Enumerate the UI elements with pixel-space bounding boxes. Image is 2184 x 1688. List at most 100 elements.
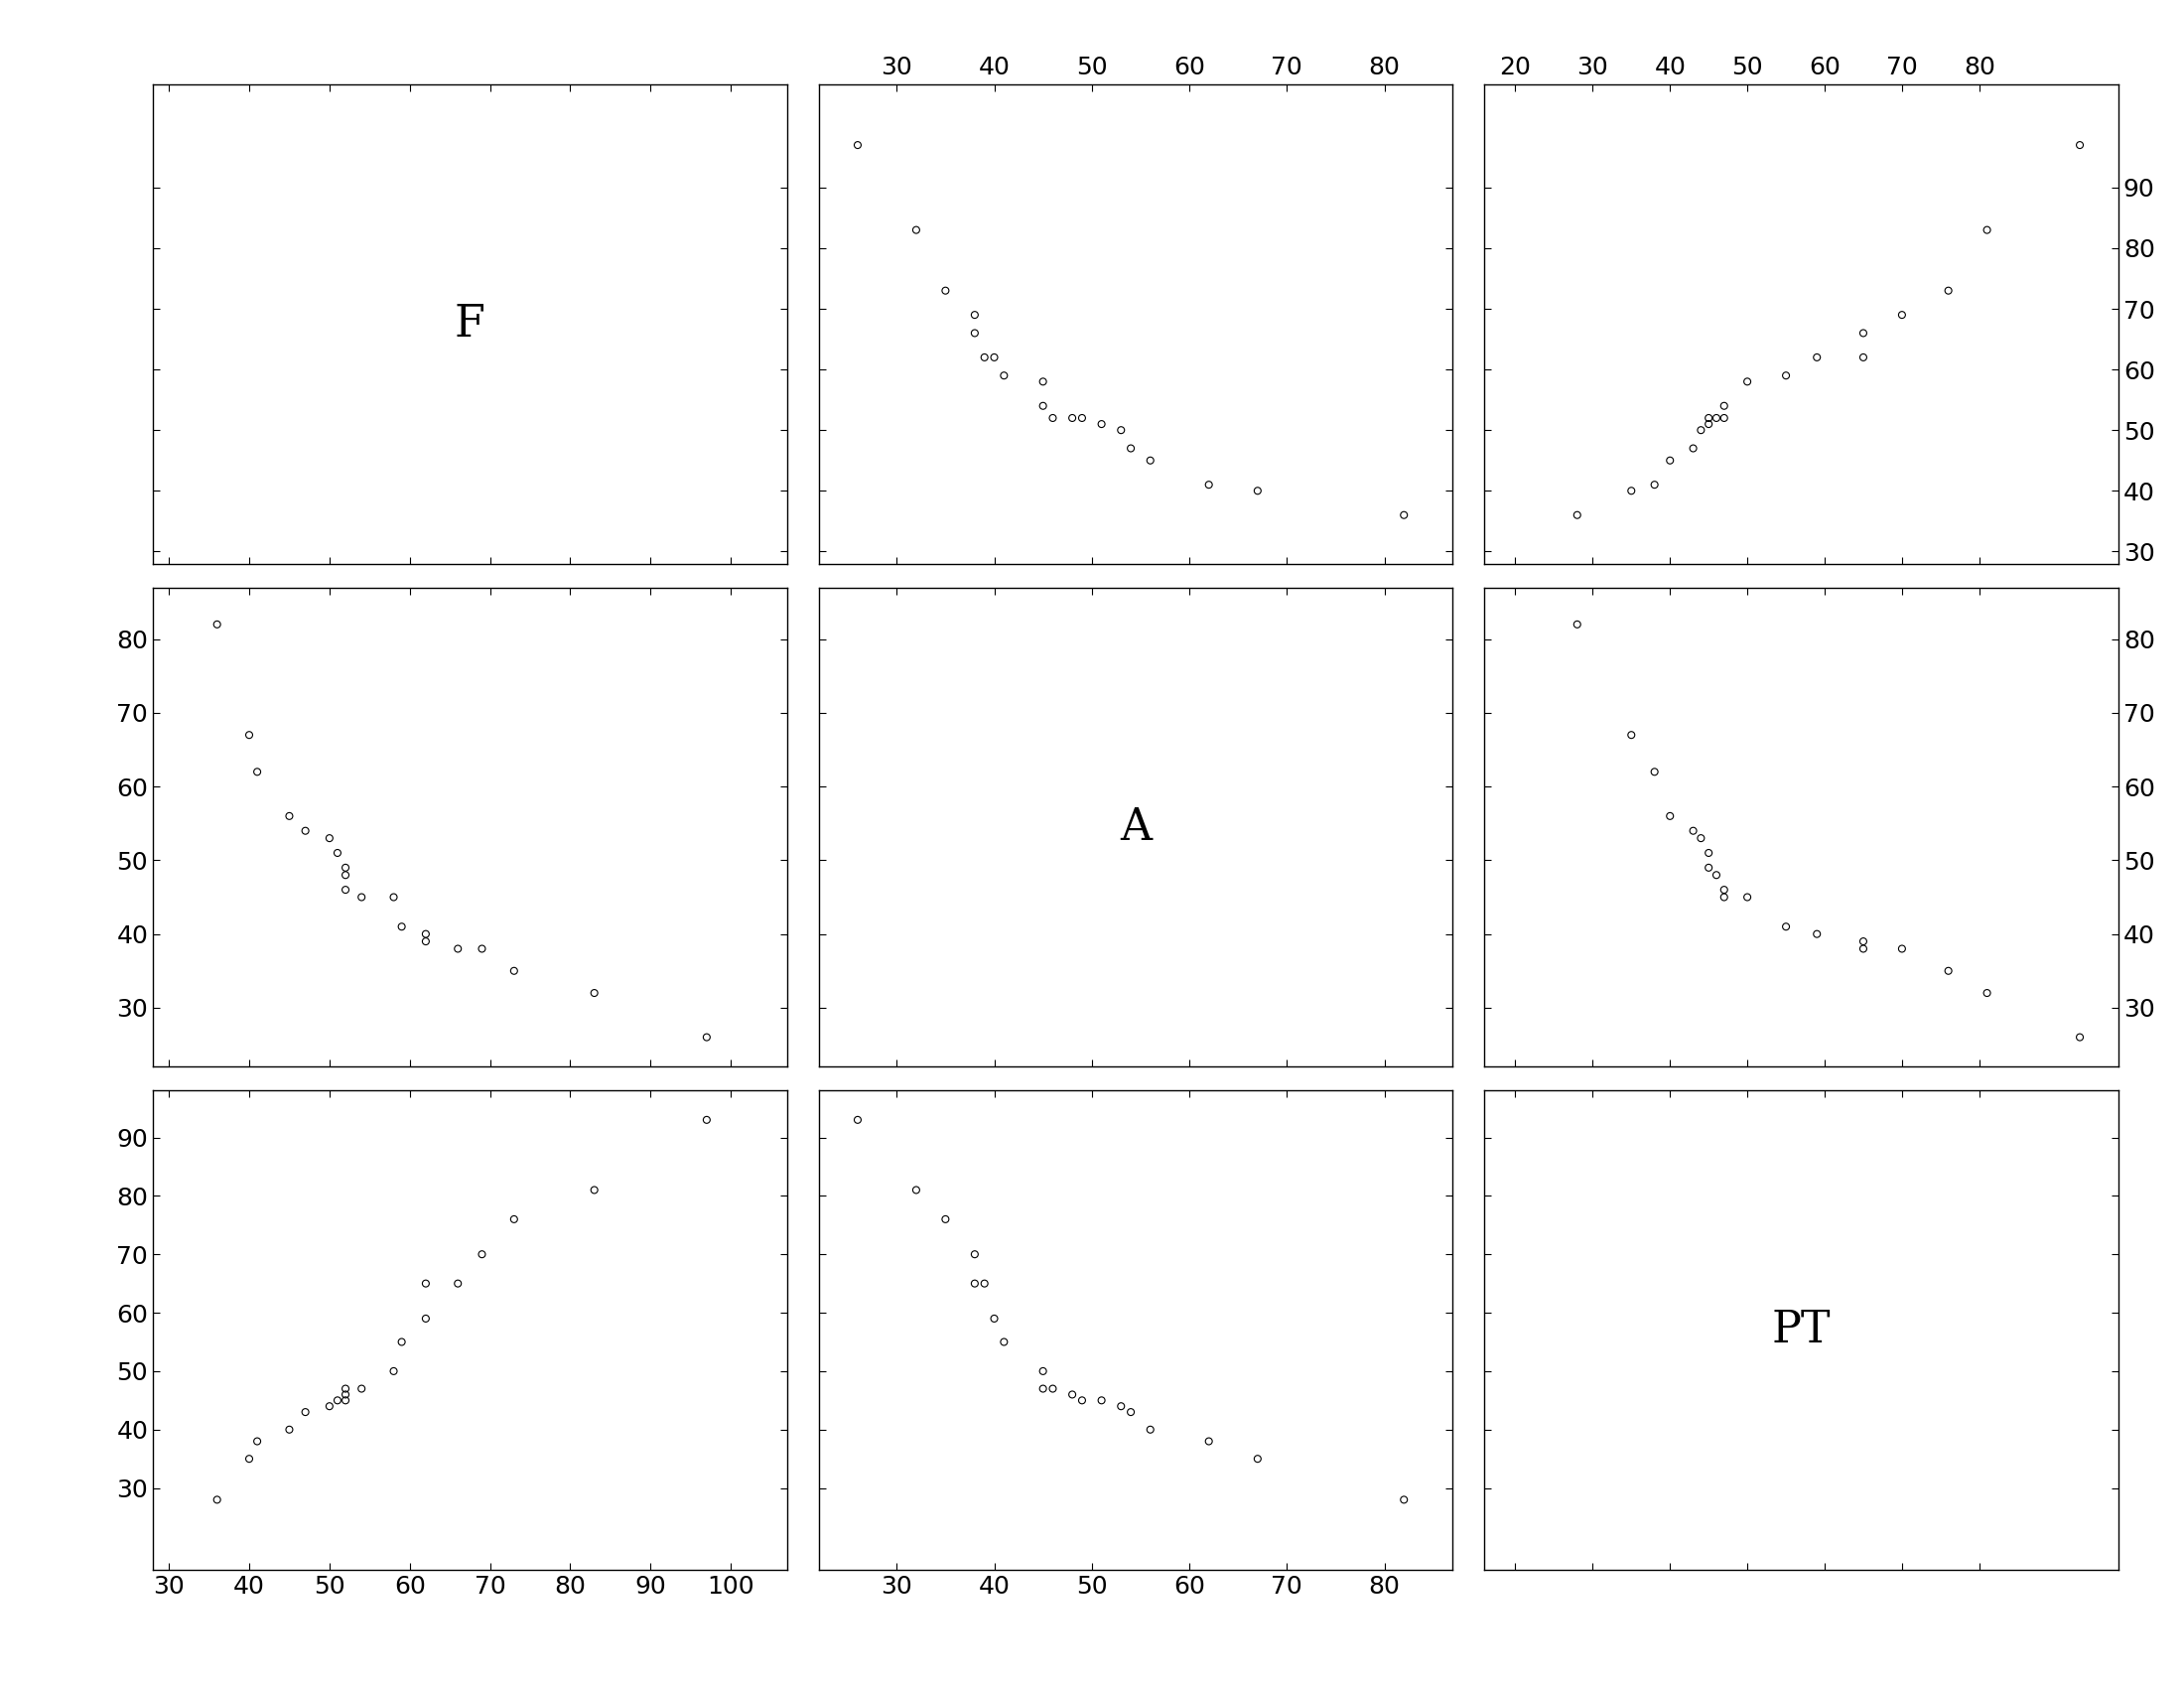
Point [987, 1328, 1022, 1355]
Point [900, 1177, 935, 1204]
Point [408, 920, 443, 947]
Point [1970, 979, 2005, 1006]
Point [1614, 721, 1649, 748]
Point [1083, 410, 1118, 437]
Point [1114, 1399, 1149, 1426]
Point [957, 1269, 992, 1296]
Point [1055, 405, 1090, 432]
Point [1800, 344, 1835, 371]
Point [408, 928, 443, 955]
Point [496, 1205, 531, 1232]
Point [1684, 417, 1719, 444]
Point [1035, 1376, 1070, 1403]
Point [1699, 405, 1734, 432]
Point [199, 611, 234, 638]
Point [1241, 478, 1275, 505]
Point [328, 1388, 363, 1415]
Point [987, 361, 1022, 388]
Point [928, 277, 963, 304]
Point [1026, 368, 1061, 395]
Point [312, 825, 347, 852]
Point [1133, 1416, 1168, 1443]
Point [288, 1399, 323, 1426]
Point [232, 1445, 266, 1472]
Point [1653, 802, 1688, 829]
Point [321, 1388, 356, 1415]
Point [968, 1269, 1002, 1296]
Point [384, 913, 419, 940]
Point [577, 979, 612, 1006]
Point [312, 1393, 347, 1420]
Point [1133, 447, 1168, 474]
Point [1035, 405, 1070, 432]
Point [1675, 817, 1710, 844]
Text: F: F [454, 302, 485, 346]
Point [1083, 1388, 1118, 1415]
Point [1885, 302, 1920, 329]
Point [1800, 920, 1835, 947]
Point [1845, 319, 1880, 346]
Point [1026, 1357, 1061, 1384]
Point [1103, 417, 1138, 444]
Point [690, 1106, 725, 1133]
Point [957, 302, 992, 329]
Point [496, 957, 531, 984]
Point [1559, 611, 1594, 638]
Point [345, 1376, 380, 1403]
Point [957, 1241, 992, 1268]
Point [271, 802, 306, 829]
Point [1769, 913, 1804, 940]
Point [465, 935, 500, 962]
Point [376, 1357, 411, 1384]
Point [1730, 883, 1765, 910]
Point [328, 1376, 363, 1403]
Point [1064, 1388, 1099, 1415]
Point [240, 1428, 275, 1455]
Point [1026, 392, 1061, 419]
Point [976, 1305, 1011, 1332]
Point [199, 1485, 234, 1512]
Point [1638, 758, 1673, 785]
Point [1638, 471, 1673, 498]
Point [928, 1205, 963, 1232]
Point [2062, 132, 2097, 159]
Point [1614, 478, 1649, 505]
Point [968, 344, 1002, 371]
Point [376, 883, 411, 910]
Point [1931, 957, 1966, 984]
Point [1690, 839, 1725, 866]
Point [384, 1328, 419, 1355]
Point [1387, 501, 1422, 528]
Point [1690, 405, 1725, 432]
Point [1706, 392, 1741, 419]
Point [957, 319, 992, 346]
Point [441, 935, 476, 962]
Point [1970, 216, 2005, 243]
Point [1706, 405, 1741, 432]
Point [328, 861, 363, 888]
Point [441, 1269, 476, 1296]
Point [2062, 1023, 2097, 1050]
Point [1114, 436, 1149, 463]
Point [271, 1416, 306, 1443]
Point [1653, 447, 1688, 474]
Point [1190, 471, 1225, 498]
Point [321, 839, 356, 866]
Point [1699, 861, 1734, 888]
Point [1675, 436, 1710, 463]
Point [328, 876, 363, 903]
Point [1706, 883, 1741, 910]
Point [1241, 1445, 1275, 1472]
Point [345, 883, 380, 910]
Point [1845, 928, 1880, 955]
Point [690, 1023, 725, 1050]
Point [1690, 410, 1725, 437]
Point [1190, 1428, 1225, 1455]
Point [976, 344, 1011, 371]
Text: A: A [1120, 805, 1151, 849]
Point [900, 216, 935, 243]
Point [1690, 854, 1725, 881]
Point [328, 854, 363, 881]
Point [288, 817, 323, 844]
Point [408, 1305, 443, 1332]
